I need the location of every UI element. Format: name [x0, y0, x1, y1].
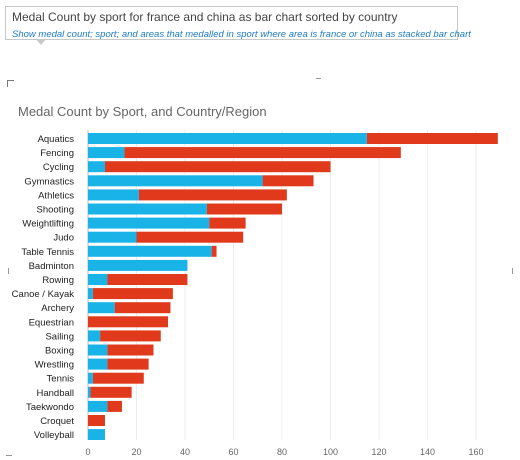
- bar-segment-series-2[interactable]: [114, 302, 171, 314]
- resize-handle-bottom-icon[interactable]: [6, 455, 12, 456]
- category-label: Athletics: [38, 190, 74, 201]
- qa-pointer-icon: [36, 39, 46, 45]
- category-label: Volleyball: [34, 430, 74, 441]
- bar-segment-series-2[interactable]: [100, 330, 161, 342]
- x-tick-label: 20: [131, 447, 141, 457]
- bar-segment-series-1[interactable]: [88, 231, 137, 243]
- bar-segment-series-2[interactable]: [366, 133, 498, 144]
- bar-segment-series-1[interactable]: [88, 358, 108, 370]
- bar-segment-series-1[interactable]: [88, 372, 93, 384]
- category-label: Equestrian: [29, 317, 74, 328]
- category-label: Basketball: [30, 444, 74, 455]
- category-label: Boxing: [45, 346, 74, 357]
- bar-segment-series-2[interactable]: [92, 372, 144, 384]
- bar-segment-series-1[interactable]: [88, 245, 212, 257]
- qa-query-text[interactable]: Medal Count by sport for france and chin…: [12, 10, 398, 24]
- resize-handle-right-icon[interactable]: [512, 268, 513, 274]
- bar-segment-series-2[interactable]: [88, 415, 105, 426]
- x-tick-label: 0: [85, 447, 90, 457]
- x-tick-label: 80: [277, 447, 287, 457]
- category-label: Sailing: [45, 331, 74, 342]
- bar-segment-series-2[interactable]: [92, 288, 173, 300]
- category-label: Aquatics: [38, 134, 75, 145]
- category-label: Tennis: [47, 374, 75, 385]
- category-label: Gymnastics: [24, 176, 74, 187]
- bar-segment-series-1[interactable]: [88, 429, 105, 440]
- category-label: Judo: [53, 233, 74, 244]
- bar-segment-series-2[interactable]: [124, 147, 401, 159]
- bar-segment-series-1[interactable]: [88, 288, 93, 300]
- x-tick-label: 140: [420, 447, 435, 457]
- bar-segment-series-2[interactable]: [262, 175, 314, 187]
- bar-segment-series-2[interactable]: [206, 203, 282, 215]
- x-tick-label: 100: [323, 447, 338, 457]
- category-label: Shooting: [36, 205, 74, 216]
- bar-segment-series-2[interactable]: [88, 316, 169, 328]
- bar-segment-series-1[interactable]: [88, 330, 101, 342]
- bar-segment-series-2[interactable]: [136, 231, 244, 243]
- bar-segment-series-2[interactable]: [104, 161, 331, 173]
- bar-segment-series-1[interactable]: [88, 189, 139, 201]
- category-label: Handball: [37, 388, 75, 399]
- x-tick-label: 40: [180, 447, 190, 457]
- category-label: Weightlifting: [22, 219, 74, 230]
- bar-segment-series-1[interactable]: [88, 259, 188, 271]
- category-label: Croquet: [40, 416, 74, 427]
- bar-segment-series-1[interactable]: [88, 302, 115, 314]
- bar-segment-series-1[interactable]: [88, 274, 108, 285]
- category-label: Fencing: [40, 148, 74, 159]
- resize-handle-left-icon[interactable]: [8, 268, 9, 274]
- category-label: Canoe / Kayak: [12, 289, 75, 300]
- bar-segment-series-1[interactable]: [88, 386, 91, 398]
- visual-corner-handle-icon[interactable]: [7, 80, 14, 87]
- category-label: Table Tennis: [21, 247, 74, 258]
- category-label: Cycling: [43, 162, 74, 173]
- bar-segment-series-2[interactable]: [93, 443, 98, 454]
- x-tick-label: 120: [371, 447, 386, 457]
- bar-segment-series-1[interactable]: [88, 147, 125, 159]
- bar-segment-series-1[interactable]: [88, 161, 105, 173]
- bar-segment-series-1[interactable]: [88, 175, 263, 187]
- bar-segment-series-1[interactable]: [88, 217, 210, 229]
- bar-segment-series-1[interactable]: [88, 203, 207, 215]
- qa-question-box[interactable]: Medal Count by sport for france and chin…: [5, 6, 471, 40]
- bar-segment-series-1[interactable]: [88, 133, 367, 144]
- bar-segment-series-2[interactable]: [211, 245, 217, 257]
- bar-segment-series-1[interactable]: [88, 400, 108, 412]
- category-label: Wrestling: [35, 360, 74, 371]
- qa-suggestion-link[interactable]: Show medal count; sport; and areas that …: [12, 29, 471, 40]
- bar-segment-series-2[interactable]: [209, 217, 246, 229]
- x-tick-label: 160: [468, 447, 483, 457]
- x-tick-label: 60: [228, 447, 238, 457]
- visual-drag-handle-icon[interactable]: [316, 78, 321, 79]
- category-label: Badminton: [29, 261, 74, 272]
- chart-title: Medal Count by Sport, and Country/Region: [18, 104, 267, 119]
- category-label: Taekwondo: [26, 402, 74, 413]
- category-label: Archery: [41, 303, 74, 314]
- bar-segment-series-2[interactable]: [107, 400, 122, 412]
- bar-segment-series-1[interactable]: [88, 344, 108, 356]
- bar-segment-series-2[interactable]: [107, 344, 154, 356]
- category-label: Rowing: [42, 275, 74, 286]
- bar-segment-series-2[interactable]: [107, 274, 188, 285]
- bar-segment-series-2[interactable]: [107, 358, 149, 370]
- bar-segment-series-2[interactable]: [90, 386, 132, 398]
- bar-segment-series-2[interactable]: [138, 189, 287, 201]
